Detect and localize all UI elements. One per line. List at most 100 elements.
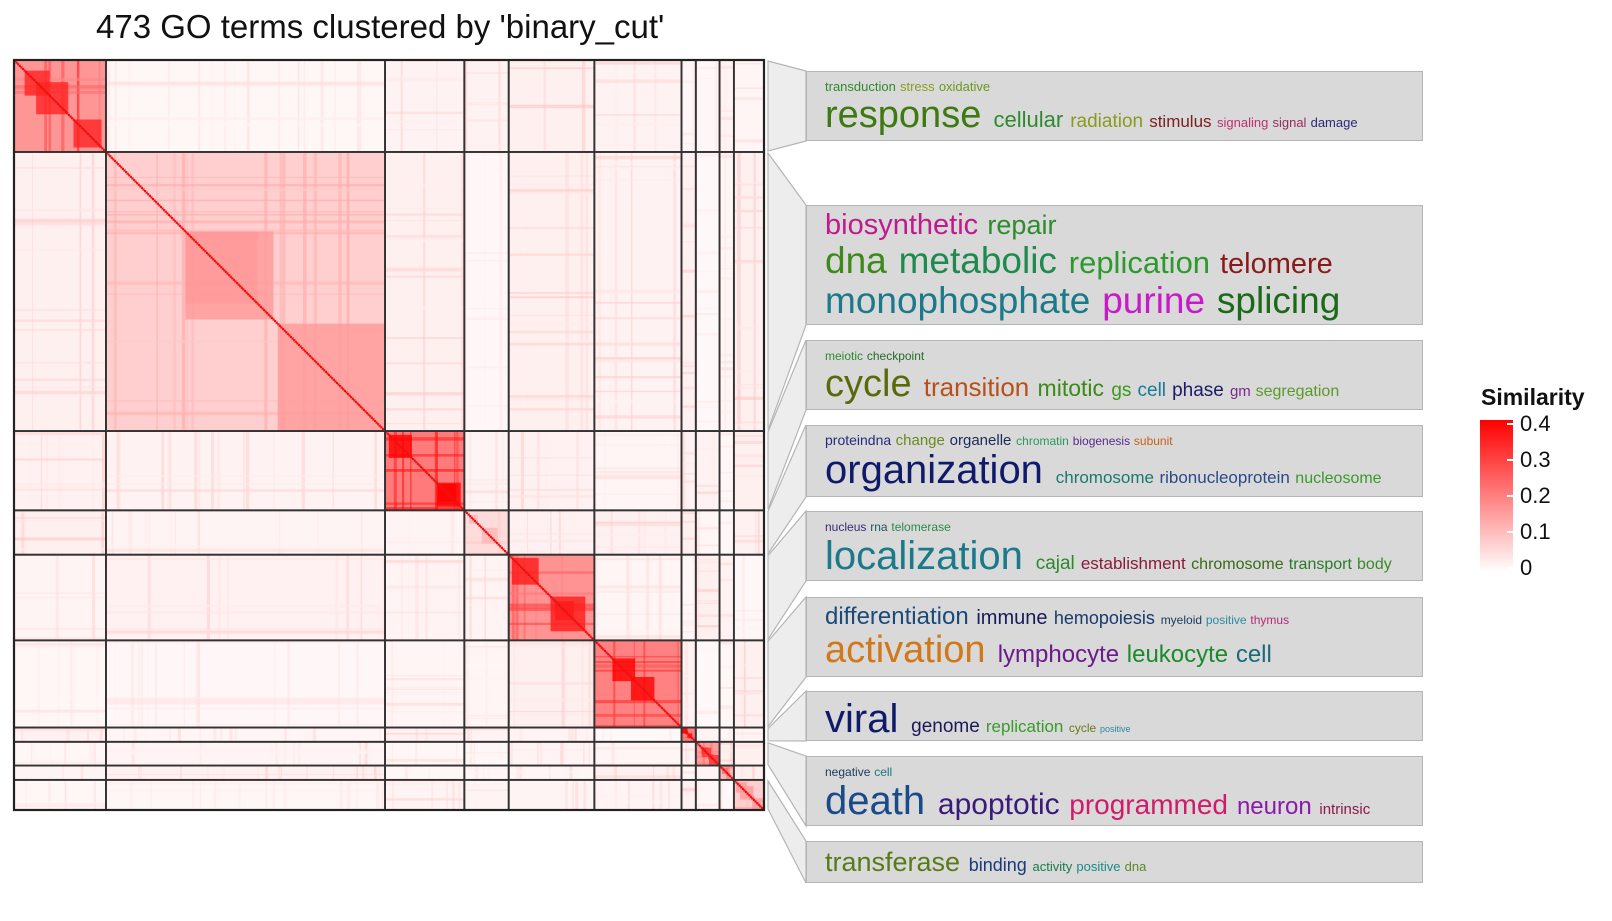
wordcloud-word: positive [1076,859,1121,874]
heatmap-stripe [681,269,696,273]
diagonal-cell [738,784,741,787]
diagonal-cell [369,415,372,418]
heatmap-stripe [508,550,595,553]
heatmap-stripe [199,779,201,810]
diagonal-cell [356,402,359,405]
diagonal-cell [618,664,621,667]
diagonal-cell [388,434,391,437]
diagonal-cell [691,737,694,740]
diagonal-cell [665,711,668,714]
heatmap-stripe [206,765,209,780]
wordcloud-word: stimulus [1149,112,1212,132]
diagonal-cell [72,118,75,121]
heatmap-stripe [719,500,734,503]
heatmap-stripe [385,213,465,216]
heatmap-stripe [508,394,595,398]
heatmap-stripe [105,220,386,224]
heatmap-stripe [168,60,170,152]
diagonal-cell [251,297,255,301]
wordcloud-word: apoptotic [937,788,1060,822]
heatmap-stripe [385,685,465,689]
diagonal-cell [335,381,339,385]
diagonal-cell [534,580,537,583]
heatmap-stripe [594,590,682,593]
diagonal-cell [538,584,542,588]
heatmap-stripe [91,151,95,432]
wordcloud-line: organization chromosome ribonucleoprotein n… [825,449,1422,492]
diagonal-cell [366,412,369,415]
diagonal-cell [683,729,686,732]
heatmap-stripe [733,474,764,477]
heatmap-stripe [470,60,472,152]
heatmap-stripe [733,182,764,185]
heatmap-stripe [166,431,171,511]
heatmap-stripe [719,562,734,566]
heatmap-stripe [681,314,696,317]
heatmap-stripe [508,749,595,751]
heatmap-stripe [588,741,590,766]
diagonal-cell [61,107,64,110]
heatmap-stripe [681,371,696,375]
heatmap-stripe [385,542,465,545]
heatmap-stripe [594,585,682,589]
wordcloud-box: transduction stress oxidative response cellu… [806,71,1423,141]
heatmap-stripe [93,741,96,766]
heatmap-stripe [719,686,734,689]
heatmap-stripe [50,741,53,766]
wordcloud-word: proteindna [825,432,892,448]
heatmap-stripe [719,66,734,68]
diagonal-cell [545,591,548,594]
heatmap-stripe [379,727,381,742]
heatmap-stripe [150,779,152,810]
heatmap-stripe [130,779,133,810]
diagonal-cell [55,101,58,104]
wordcloud-connector [767,339,807,510]
heatmap-stripe [71,640,75,728]
heatmap-stripe [535,554,538,641]
heatmap-stripe [710,741,713,766]
heatmap-stripe [105,557,386,561]
diagonal-cell [496,542,499,545]
heatmap-stripe [426,727,430,742]
diagonal-cell [66,112,69,115]
diagonal-cell [595,641,599,645]
heatmap-stripe [105,701,386,705]
heatmap-stripe [385,502,465,505]
heatmap-stripe [105,630,386,633]
diagonal-cell [188,234,191,237]
heatmap-stripe [681,537,696,540]
diagonal-cell [201,247,204,250]
heatmap-stripe [210,431,215,511]
diagonal-cell [359,405,362,408]
heatmap-block [695,765,720,780]
heatmap-stripe [719,399,734,402]
diagonal-cell [31,77,34,80]
heatmap-stripe [14,393,106,397]
heatmap-stripe [14,537,106,541]
heatmap-stripe [681,565,696,569]
diagonal-cell [611,657,614,660]
diagonal-cell [216,262,220,266]
heatmap-stripe [105,545,386,549]
heatmap-stripe [733,714,764,717]
heatmap-stripe [632,60,637,152]
heatmap-stripe [695,514,720,518]
diagonal-cell [632,678,635,681]
diagonal-cell [437,483,440,486]
wordcloud-word: chromosome [1191,556,1284,574]
heatmap-stripe [385,120,465,123]
heatmap-stripe [594,444,682,446]
diagonal-cell [570,616,573,619]
heatmap-stripe [610,510,613,555]
heatmap-stripe [197,431,201,511]
heatmap-stripe [105,188,386,192]
heatmap-stripe [105,210,386,213]
heatmap-stripe [508,226,595,230]
diagonal-cell [438,484,442,488]
heatmap-stripe [464,569,509,571]
diagonal-cell [716,762,719,765]
heatmap-stripe [638,510,641,555]
heatmap-stripe [508,681,595,685]
diagonal-cell [109,155,112,158]
diagonal-cell [101,147,104,150]
